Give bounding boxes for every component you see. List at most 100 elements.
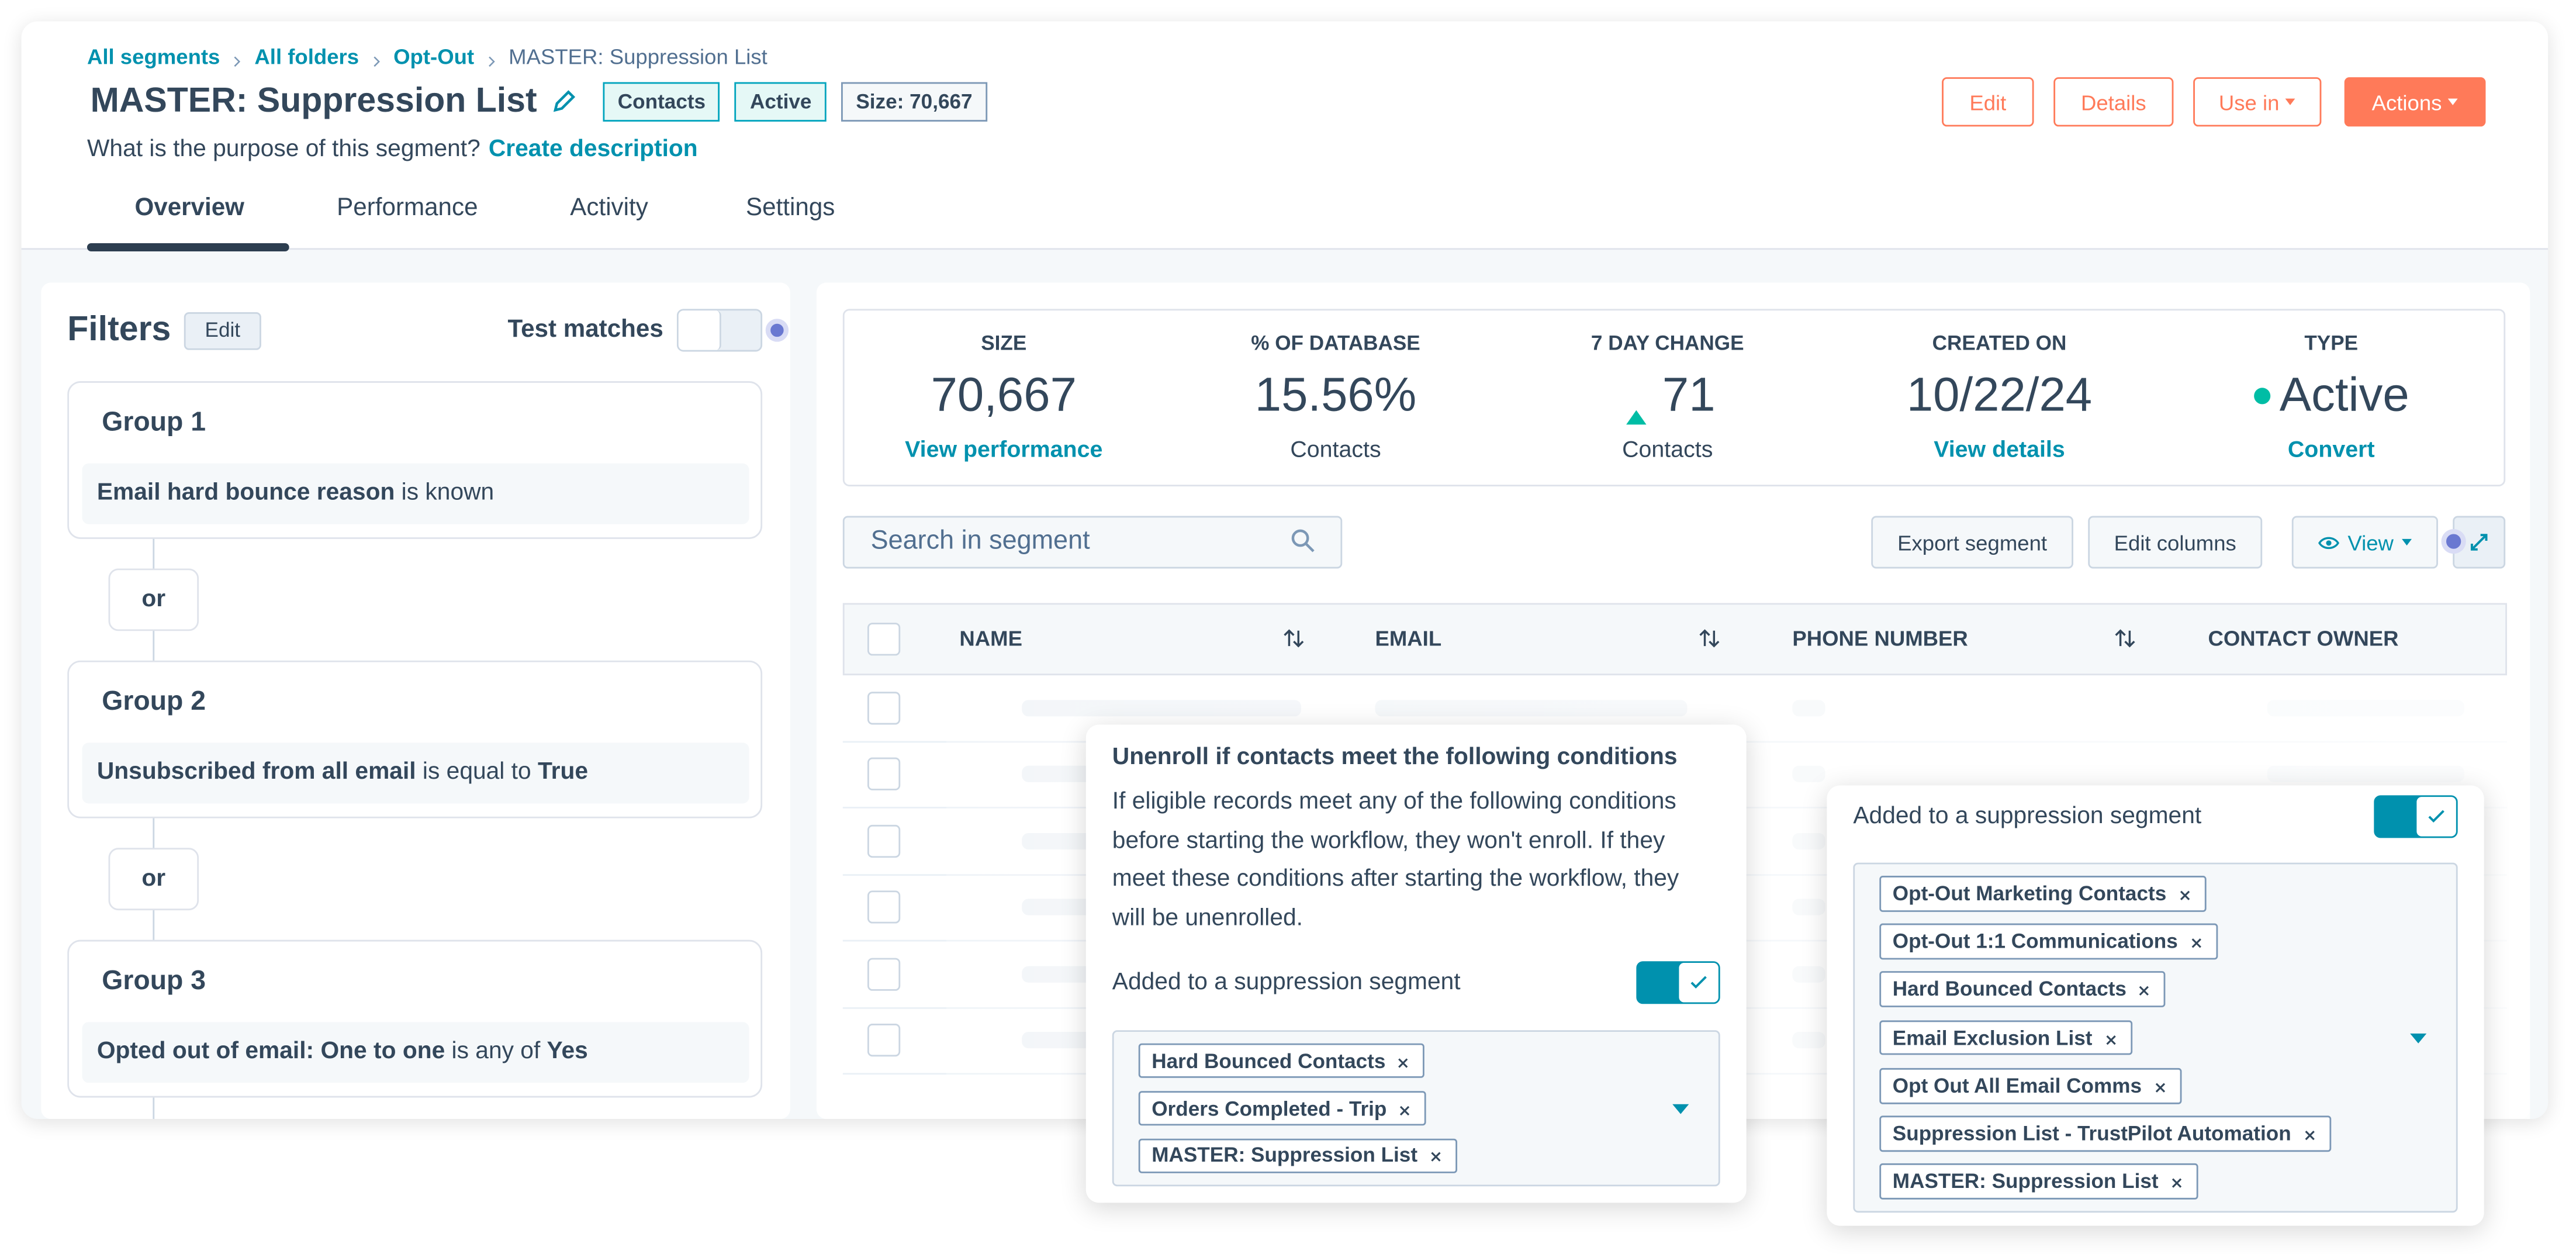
- column-header[interactable]: EMAIL: [1375, 626, 1442, 651]
- group-name: Group 3: [102, 966, 206, 996]
- stats-box: [842, 309, 2506, 486]
- button-label: View: [2347, 530, 2394, 555]
- column-header[interactable]: NAME: [959, 626, 1022, 651]
- purpose-text: What is the purpose of this segment?: [87, 136, 480, 163]
- stat-number: Active: [2279, 369, 2409, 423]
- stat-value: 15.56%: [1171, 367, 1500, 426]
- stat-label: TYPE: [2304, 331, 2359, 355]
- toggle-knob: [2416, 797, 2456, 837]
- checkbox[interactable]: [867, 824, 901, 858]
- toolbar-button[interactable]: Export segment: [1871, 516, 2073, 569]
- dropdown-caret[interactable]: [2410, 1032, 2427, 1043]
- rule-operator: is any of: [451, 1038, 541, 1065]
- toolbar-button[interactable]: Edit columns: [2088, 516, 2263, 569]
- header-area: [21, 21, 2549, 250]
- column-header[interactable]: PHONE NUMBER: [1792, 626, 1968, 651]
- breadcrumb-item[interactable]: Opt-Out: [393, 43, 475, 68]
- badge: Active: [735, 82, 827, 122]
- stat-link[interactable]: View details: [1934, 435, 2065, 462]
- search-input[interactable]: Search in segment: [842, 516, 1343, 569]
- tab[interactable]: Settings: [746, 194, 835, 222]
- tag-box: Opt-Out Marketing Contacts Opt-Out 1:1 Co…: [1853, 862, 2458, 1213]
- tag-remove-wrap: [2301, 1125, 2318, 1142]
- toolbar-button[interactable]: View: [2291, 516, 2438, 569]
- sort-icon: [1699, 629, 1720, 648]
- breadcrumb-item[interactable]: All folders: [254, 43, 359, 68]
- breadcrumb-item: MASTER: Suppression List: [509, 43, 767, 68]
- column-header[interactable]: CONTACT OWNER: [2208, 626, 2399, 651]
- tag: MASTER: Suppression List: [1879, 1163, 2198, 1200]
- suppression-toggle[interactable]: [2374, 795, 2458, 838]
- table-header: [842, 603, 2507, 676]
- checkbox[interactable]: [867, 890, 901, 924]
- connector-line: [153, 537, 155, 1120]
- rule-operator: is equal to: [422, 759, 531, 786]
- test-matches-toggle[interactable]: [676, 309, 763, 352]
- toggle-label: Added to a suppression segment: [1853, 803, 2202, 830]
- header-button[interactable]: Use in: [2193, 77, 2322, 127]
- expand-icon: [2470, 534, 2488, 551]
- tab[interactable]: Overview: [134, 194, 244, 222]
- tag-remove: [2191, 938, 2201, 948]
- tag: Hard Bounced Contacts: [1879, 972, 2166, 1008]
- badges: Contacts Active Size: 70,667: [603, 82, 1095, 122]
- stat-link[interactable]: View performance: [905, 435, 1103, 462]
- suppression-toggle[interactable]: [1636, 961, 1720, 1004]
- tag-remove-wrap: [1396, 1100, 1413, 1117]
- stat-label: SIZE: [981, 331, 1027, 355]
- group-name: Group 2: [102, 686, 206, 717]
- expand-icon-wrap: [2468, 531, 2491, 554]
- checkbox[interactable]: [867, 692, 901, 725]
- breadcrumb-item[interactable]: All segments: [87, 43, 220, 68]
- check-icon-wrap: [2425, 805, 2447, 828]
- chevron-wrap: [369, 49, 383, 66]
- tag-label: Opt-Out 1:1 Communications: [1892, 930, 2178, 954]
- tag: Email Exclusion List: [1879, 1020, 2132, 1056]
- header-button[interactable]: Details: [2053, 77, 2174, 127]
- tag-remove-wrap: [2176, 886, 2193, 902]
- check-icon: [1690, 976, 1707, 989]
- sort-icon-wrap: [2112, 626, 2137, 651]
- rule-field: Email hard bounce reason: [96, 479, 395, 506]
- filters-title: Filters: [67, 310, 171, 348]
- rule-value: Yes: [547, 1038, 588, 1065]
- tab[interactable]: Activity: [570, 194, 648, 222]
- tag-label: Opt-Out Marketing Contacts: [1892, 882, 2167, 906]
- toggle-knob: [1679, 963, 1719, 1003]
- create-description-link[interactable]: Create description: [488, 136, 698, 163]
- checkbox[interactable]: [867, 757, 901, 790]
- dropdown-caret[interactable]: [1672, 1103, 1689, 1114]
- header-button[interactable]: Actions: [2344, 77, 2486, 127]
- filter-group: Group 2 Unsubscribed from all email is equ…: [67, 660, 763, 818]
- test-matches-label: Test matches: [507, 315, 663, 344]
- tag-remove: [2155, 1082, 2165, 1092]
- header-button[interactable]: Edit: [1942, 77, 2034, 127]
- tab[interactable]: Performance: [337, 194, 478, 222]
- tag: Suppression List - TrustPilot Automation: [1879, 1115, 2331, 1152]
- checkbox[interactable]: [867, 1024, 901, 1057]
- tag-remove-wrap: [2136, 982, 2153, 998]
- stat-value: 70,667: [839, 367, 1168, 426]
- focus-dot: [765, 319, 789, 342]
- popup: Unenroll if contacts meet the following …: [1085, 724, 1747, 1203]
- checkbox[interactable]: [867, 623, 901, 656]
- tag-remove-wrap: [2169, 1173, 2185, 1190]
- filters-edit-button[interactable]: Edit: [184, 312, 261, 350]
- sort-icon: [1284, 629, 1304, 648]
- tag-remove: [2180, 890, 2190, 900]
- tag-remove: [2304, 1130, 2314, 1140]
- tag-label: MASTER: Suppression List: [1892, 1170, 2159, 1193]
- stat-link[interactable]: Convert: [2287, 435, 2375, 462]
- caret: [2402, 538, 2412, 546]
- group-name: Group 1: [102, 407, 206, 437]
- tag-remove: [2105, 1034, 2115, 1044]
- badge: Size: 70,667: [841, 82, 987, 122]
- tag-remove-wrap: [2152, 1077, 2168, 1094]
- eye-icon-wrap: [2318, 531, 2340, 553]
- checkbox[interactable]: [867, 958, 901, 991]
- stat-label: 7 DAY CHANGE: [1590, 331, 1744, 355]
- stat-label: CREATED ON: [1932, 331, 2067, 355]
- button-label: Edit: [1969, 89, 2007, 115]
- search-icon-wrap: [1289, 527, 1316, 554]
